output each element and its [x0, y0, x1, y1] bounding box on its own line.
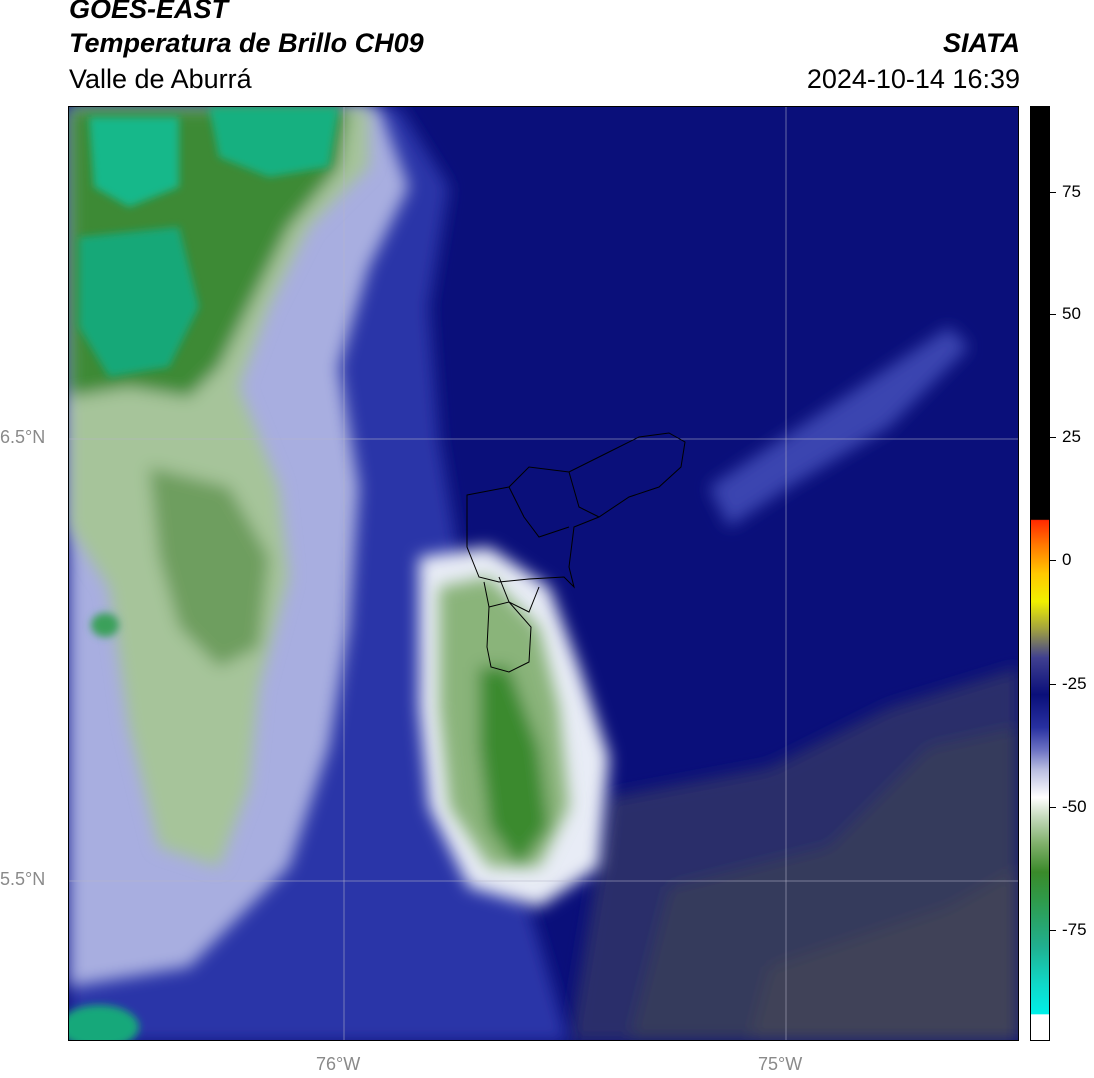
coldest-cores	[69, 107, 339, 1040]
colorbar-tick	[1050, 807, 1056, 808]
colorbar-label: -75	[1062, 920, 1087, 939]
colorbar-tick	[1050, 314, 1056, 315]
region-subtitle: Valle de Aburrá	[69, 64, 252, 94]
colorbar-label: 0	[1062, 550, 1072, 569]
product-title: Temperatura de Brillo CH09	[69, 28, 424, 58]
colorbar-label: 50	[1062, 304, 1081, 323]
lon-label-west: 76°W	[316, 1054, 361, 1074]
municipal-boundaries	[466, 432, 686, 673]
colorbar-label: -25	[1062, 674, 1087, 693]
colorbar-tick	[1050, 192, 1056, 193]
warm-region	[569, 667, 1018, 1040]
colorbar	[1030, 106, 1050, 1041]
lat-label-south: 5.5°N	[0, 869, 46, 889]
agency-label: SIATA	[943, 28, 1020, 58]
map-panel	[68, 106, 1019, 1041]
lon-label-east: 75°W	[758, 1054, 803, 1074]
colorbar-tick	[1050, 930, 1056, 931]
colorbar-label: 25	[1062, 427, 1081, 446]
colorbar-label: 75	[1062, 182, 1081, 201]
datetime-label: 2024-10-14 16:39	[806, 64, 1020, 94]
colorbar-tick	[1050, 437, 1056, 438]
colorbar-label: -50	[1062, 797, 1087, 816]
colorbar-tick	[1050, 684, 1056, 685]
map-canvas	[69, 107, 1018, 1040]
satellite-title: GOES-EAST	[69, 0, 229, 24]
colorbar-tick	[1050, 560, 1056, 561]
lat-label-north: 6.5°N	[0, 427, 46, 447]
